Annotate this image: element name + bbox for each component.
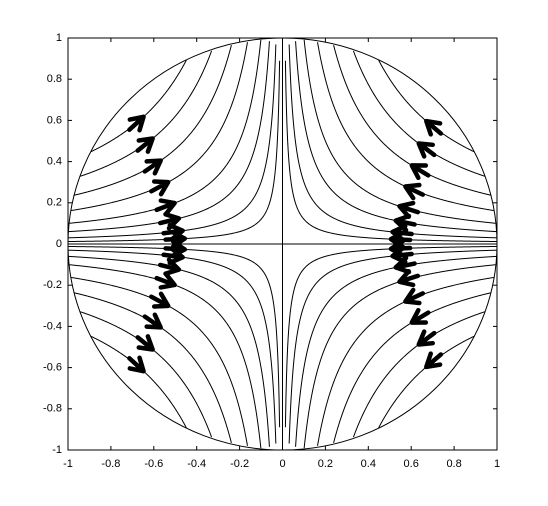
y-tick-label: -0.4 <box>43 320 62 332</box>
x-tick-label: -1 <box>63 458 73 470</box>
flow-arrow <box>397 268 421 288</box>
x-tick-label: -0.6 <box>144 458 163 470</box>
x-tick-label: -0.2 <box>230 458 249 470</box>
flow-arrow <box>158 257 182 276</box>
y-tick-label: -0.2 <box>43 279 62 291</box>
flow-arrow <box>397 200 421 220</box>
y-tick-label: 0.6 <box>47 114 62 126</box>
flow-arrow <box>135 334 155 352</box>
flow-arrow <box>142 312 163 330</box>
flow-arrow <box>135 136 155 154</box>
flow-arrow <box>161 222 185 242</box>
y-tick-label: -1 <box>52 444 62 456</box>
flow-arrow <box>142 158 163 176</box>
flow-arrow <box>403 287 426 306</box>
flow-arrow <box>161 246 185 266</box>
flow-arrow <box>424 351 444 370</box>
flow-arrow <box>393 255 417 275</box>
flow-arrow <box>149 291 171 309</box>
flow-arrow <box>409 163 431 181</box>
flow-arrow <box>416 141 437 159</box>
flow-arrow <box>127 114 146 133</box>
x-tick-label: 0.2 <box>318 458 333 470</box>
flow-arrow <box>127 355 146 374</box>
x-tick-label: 0.6 <box>404 458 419 470</box>
y-tick-label: 0.8 <box>47 73 62 85</box>
flow-arrow <box>154 198 177 217</box>
x-tick-label: 0 <box>279 458 285 470</box>
y-tick-label: -0.6 <box>43 362 62 374</box>
y-tick-label: -0.8 <box>43 403 62 415</box>
flow-arrow <box>393 213 417 233</box>
y-tick-label: 0.2 <box>47 197 62 209</box>
flow-arrow <box>158 212 182 231</box>
y-tick-label: 0 <box>56 238 62 250</box>
flow-arrow <box>149 179 171 197</box>
y-tick-label: 1 <box>56 32 62 44</box>
x-tick-label: -0.8 <box>101 458 120 470</box>
flow-arrow <box>424 118 444 137</box>
x-tick-label: -0.4 <box>187 458 206 470</box>
flow-arrow <box>154 271 177 290</box>
flow-arrow <box>416 329 437 347</box>
flow-arrow <box>409 307 431 325</box>
flow-arrow <box>403 182 426 201</box>
x-tick-label: 1 <box>494 458 500 470</box>
x-tick-label: 0.4 <box>361 458 376 470</box>
y-tick-label: 0.4 <box>47 156 62 168</box>
streamlines <box>67 37 498 451</box>
x-tick-label: 0.8 <box>446 458 461 470</box>
